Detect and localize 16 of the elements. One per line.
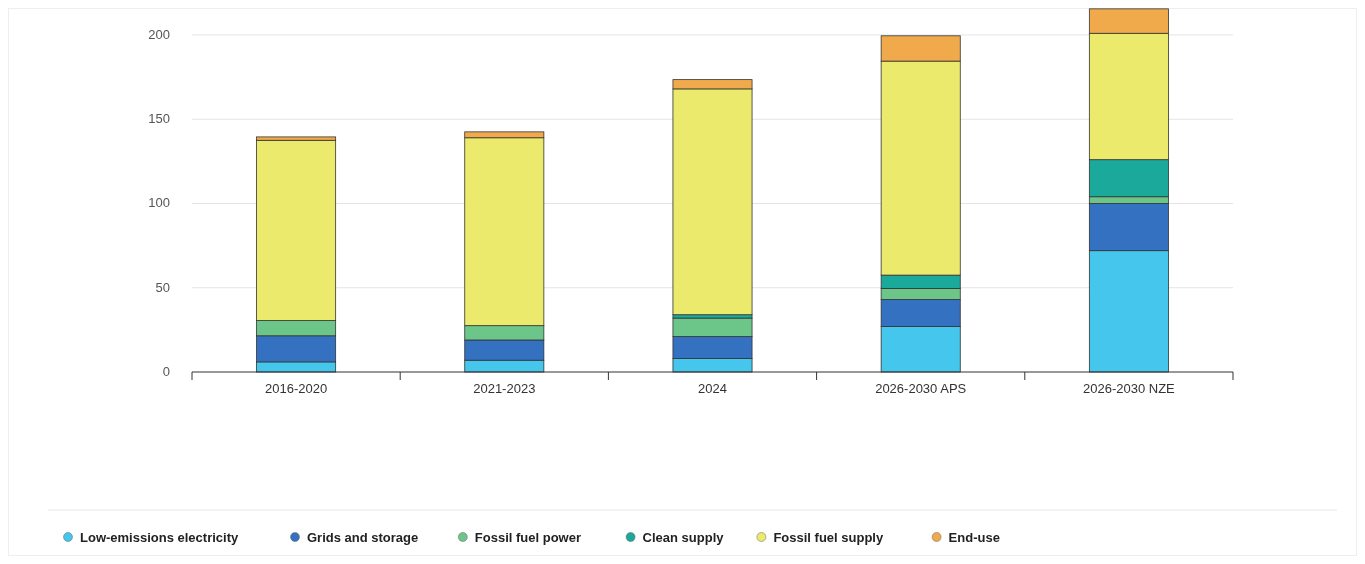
legend-label: Fossil fuel supply [773,529,884,545]
legend-label: Clean supply [642,529,725,545]
x-tick-label: 2026-2030 APS [875,381,967,396]
x-tick-label: 2016-2020 [265,381,328,396]
y-tick-label: 200 [148,26,170,42]
y-tick-label: 100 [148,195,170,211]
legend-label: End-use [948,529,1000,545]
legend-label: Grids and storage [307,529,419,545]
y-tick-label: 50 [155,279,170,295]
x-tick-label: 2021-2023 [473,381,536,396]
y-tick-label: 150 [148,111,170,127]
legend-label: Low-emissions electricity [80,529,239,545]
legend-label: Fossil fuel power [474,529,581,545]
y-tick-label: 0 [162,364,170,379]
x-tick-label: 2024 [698,381,727,396]
x-tick-label: 2026-2030 NZE [1083,381,1176,396]
